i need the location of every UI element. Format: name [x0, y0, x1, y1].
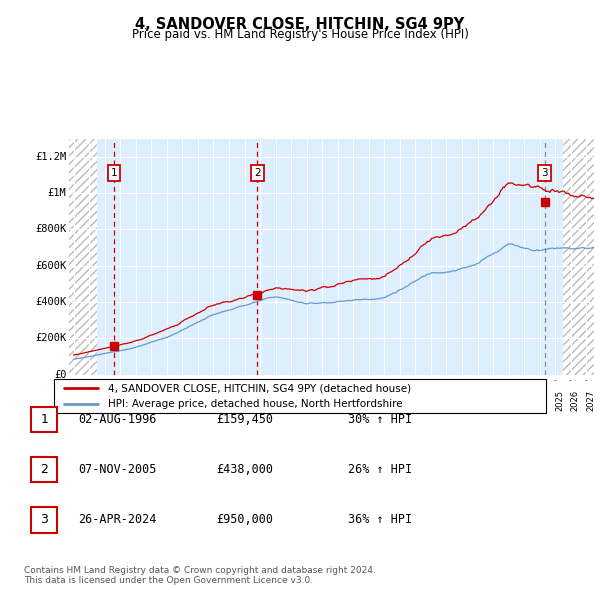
Text: 2013: 2013: [369, 390, 378, 411]
Text: 1999: 1999: [151, 390, 160, 411]
Text: 36% ↑ HPI: 36% ↑ HPI: [348, 513, 412, 526]
Text: £1M: £1M: [47, 188, 67, 198]
Text: 2014: 2014: [385, 390, 394, 411]
Text: 2010: 2010: [322, 390, 331, 411]
Text: 1998: 1998: [136, 390, 145, 411]
Text: 2018: 2018: [446, 390, 455, 411]
Text: 30% ↑ HPI: 30% ↑ HPI: [348, 413, 412, 426]
Text: 1996: 1996: [105, 390, 114, 411]
Text: 2019: 2019: [462, 390, 471, 411]
Text: 2024: 2024: [539, 390, 548, 411]
Text: 2000: 2000: [167, 390, 176, 411]
Text: £600K: £600K: [35, 261, 67, 271]
Text: 3: 3: [40, 513, 49, 526]
Text: 2003: 2003: [214, 390, 223, 411]
Text: Price paid vs. HM Land Registry's House Price Index (HPI): Price paid vs. HM Land Registry's House …: [131, 28, 469, 41]
Text: 2017: 2017: [431, 390, 440, 411]
Text: 2012: 2012: [353, 390, 362, 411]
Text: £200K: £200K: [35, 333, 67, 343]
Text: 2007: 2007: [275, 390, 284, 411]
Text: 1997: 1997: [120, 390, 129, 411]
Text: £159,450: £159,450: [216, 413, 273, 426]
Text: 2025: 2025: [555, 390, 564, 411]
Text: £950,000: £950,000: [216, 513, 273, 526]
Text: 2005: 2005: [245, 390, 254, 411]
Text: 07-NOV-2005: 07-NOV-2005: [78, 463, 157, 476]
Text: 2026: 2026: [571, 390, 580, 411]
Text: 2020: 2020: [478, 390, 487, 411]
Text: £400K: £400K: [35, 297, 67, 307]
Text: 2015: 2015: [400, 390, 409, 411]
Text: 4, SANDOVER CLOSE, HITCHIN, SG4 9PY (detached house): 4, SANDOVER CLOSE, HITCHIN, SG4 9PY (det…: [108, 383, 411, 393]
Text: 02-AUG-1996: 02-AUG-1996: [78, 413, 157, 426]
Text: 26-APR-2024: 26-APR-2024: [78, 513, 157, 526]
Text: Contains HM Land Registry data © Crown copyright and database right 2024.
This d: Contains HM Land Registry data © Crown c…: [24, 566, 376, 585]
Text: 26% ↑ HPI: 26% ↑ HPI: [348, 463, 412, 476]
Text: 2021: 2021: [493, 390, 502, 411]
Text: 2016: 2016: [415, 390, 424, 411]
Text: 2011: 2011: [338, 390, 347, 411]
Text: HPI: Average price, detached house, North Hertfordshire: HPI: Average price, detached house, Nort…: [108, 399, 403, 409]
Text: 2008: 2008: [291, 390, 300, 411]
Text: 2: 2: [254, 168, 261, 178]
Text: 2: 2: [40, 463, 49, 476]
Text: 2004: 2004: [229, 390, 238, 411]
Text: 1994: 1994: [74, 390, 83, 411]
Text: £800K: £800K: [35, 224, 67, 234]
Text: 1995: 1995: [89, 390, 98, 411]
Text: 1: 1: [40, 413, 49, 426]
Bar: [563, 139, 594, 375]
Text: 2006: 2006: [260, 390, 269, 411]
Text: 2022: 2022: [509, 390, 518, 411]
Text: 2002: 2002: [198, 390, 207, 411]
Text: 4, SANDOVER CLOSE, HITCHIN, SG4 9PY: 4, SANDOVER CLOSE, HITCHIN, SG4 9PY: [136, 17, 464, 31]
Bar: [97, 139, 563, 375]
Bar: [69, 139, 97, 375]
Text: 1: 1: [110, 168, 117, 178]
Text: 2027: 2027: [586, 390, 595, 411]
Text: 2023: 2023: [524, 390, 533, 411]
Text: 2009: 2009: [307, 390, 316, 411]
Text: £1.2M: £1.2M: [35, 152, 67, 162]
Text: 2001: 2001: [182, 390, 191, 411]
Text: £0: £0: [54, 370, 67, 379]
Text: £438,000: £438,000: [216, 463, 273, 476]
Text: 3: 3: [541, 168, 548, 178]
